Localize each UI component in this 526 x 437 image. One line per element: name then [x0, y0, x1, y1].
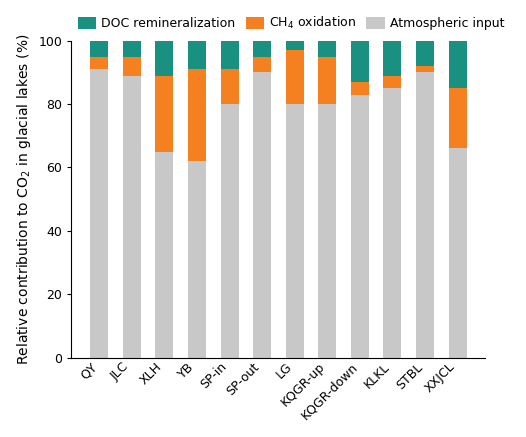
Y-axis label: Relative contribution to CO$_2$ in glacial lakes (%): Relative contribution to CO$_2$ in glaci…	[15, 33, 33, 365]
Bar	[351, 82, 369, 94]
Bar	[253, 73, 271, 357]
Bar	[383, 41, 401, 76]
Bar	[188, 41, 206, 69]
Bar	[90, 41, 108, 56]
Bar	[383, 76, 401, 88]
Bar	[90, 69, 108, 357]
Bar	[416, 66, 434, 73]
Bar	[155, 152, 174, 357]
Bar	[318, 41, 336, 56]
Bar	[220, 41, 238, 69]
Bar	[318, 104, 336, 357]
Bar	[123, 76, 141, 357]
Bar	[155, 76, 174, 152]
Bar	[253, 56, 271, 73]
Bar	[351, 94, 369, 357]
Bar	[416, 41, 434, 66]
Bar	[220, 104, 238, 357]
Bar	[286, 104, 304, 357]
Bar	[351, 41, 369, 82]
Bar	[90, 56, 108, 69]
Bar	[383, 88, 401, 357]
Bar	[449, 88, 467, 149]
Bar	[286, 41, 304, 50]
Bar	[416, 73, 434, 357]
Bar	[123, 41, 141, 56]
Bar	[318, 56, 336, 104]
Bar	[188, 161, 206, 357]
Bar	[155, 41, 174, 76]
Bar	[253, 41, 271, 56]
Bar	[220, 69, 238, 104]
Legend: DOC remineralization, CH$_4$ oxidation, Atmospheric input: DOC remineralization, CH$_4$ oxidation, …	[78, 15, 505, 31]
Bar	[188, 69, 206, 161]
Bar	[286, 50, 304, 104]
Bar	[123, 56, 141, 76]
Bar	[449, 149, 467, 357]
Bar	[449, 41, 467, 88]
